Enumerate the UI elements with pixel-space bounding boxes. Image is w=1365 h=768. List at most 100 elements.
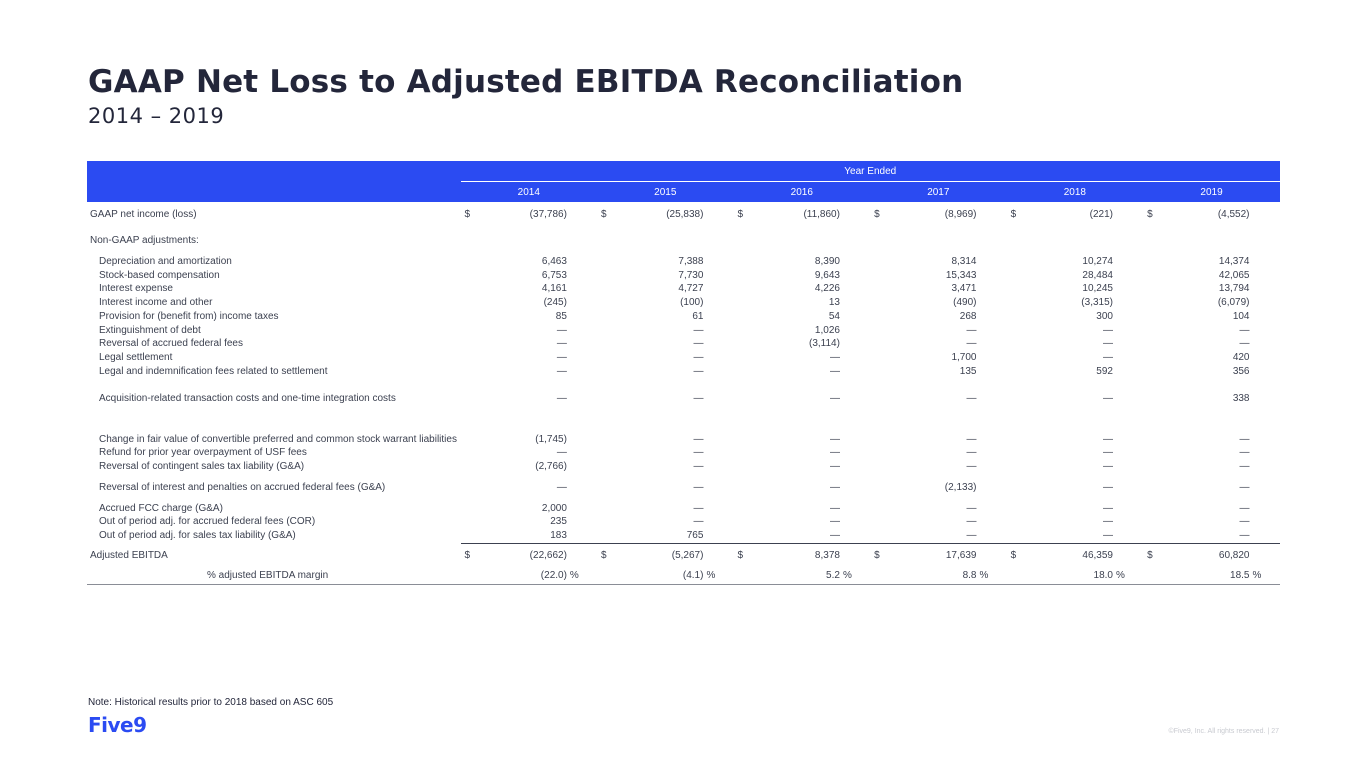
- table-cell: —: [1239, 324, 1250, 336]
- table-cell: 356: [1232, 365, 1250, 377]
- table-cell: —: [1102, 530, 1113, 542]
- table-cell: —: [829, 461, 840, 473]
- table-cell: 18.0: [1028, 567, 1113, 585]
- dollar-sign: $: [601, 209, 607, 220]
- dollar-sign: $: [1143, 542, 1166, 568]
- table-cell: —: [693, 393, 704, 405]
- table-cell: —: [556, 481, 567, 493]
- table-cell: 765: [686, 530, 704, 542]
- table-cell: 85: [555, 310, 567, 322]
- table-cell: —: [693, 516, 704, 528]
- table-cell: (4,552): [1217, 209, 1250, 220]
- table-cell: (37,786): [529, 209, 567, 220]
- table-row: Reversal of accrued federal fees — — (3,…: [87, 337, 1280, 351]
- row-label: Reversal of interest and penalties on ac…: [99, 481, 386, 493]
- dollar-sign: $: [1010, 209, 1017, 220]
- table-cell: —: [693, 324, 704, 336]
- table-cell: 8,314: [951, 256, 977, 267]
- year-header: 2017: [870, 181, 1007, 202]
- table-cell: 9,643: [814, 269, 840, 281]
- row-label: Legal and indemnification fees related t…: [99, 365, 328, 377]
- table-cell: 104: [1232, 310, 1250, 322]
- table-cell: (5,267): [619, 542, 704, 568]
- table-cell: —: [693, 365, 704, 377]
- table-cell: 592: [1096, 365, 1113, 377]
- table-cell: —: [693, 433, 704, 445]
- dollar-sign: $: [460, 542, 483, 568]
- table-cell: —: [966, 502, 977, 514]
- table-cell: —: [693, 351, 704, 363]
- table-cell: —: [1239, 516, 1250, 528]
- table-body: GAAP net income (loss) $ (37,786) $ (25,…: [87, 202, 1280, 585]
- table-cell: 338: [1232, 393, 1250, 405]
- five9-logo: Five9: [88, 713, 147, 737]
- table-cell: 420: [1232, 351, 1250, 363]
- row-label: Depreciation and amortization: [99, 256, 232, 267]
- table-cell: (25,838): [666, 209, 704, 220]
- row-label: Out of period adj. for accrued federal f…: [99, 516, 316, 528]
- table-cell: —: [966, 433, 977, 445]
- table-cell: (245): [543, 297, 567, 309]
- table-row: Accrued FCC charge (G&A) 2,000 — — — — —: [87, 502, 1280, 516]
- table-row: Acquisition-related transaction costs an…: [87, 378, 1280, 420]
- table-cell: —: [829, 351, 840, 363]
- table-row: Reversal of interest and penalties on ac…: [87, 474, 1280, 502]
- table-cell: —: [966, 393, 977, 405]
- dollar-sign: $: [1147, 209, 1153, 220]
- reconciliation-table-container: Year Ended 2014 2015 2016 2017 2018 2019…: [87, 161, 1280, 585]
- header-blank-cell: [87, 161, 461, 182]
- reconciliation-table: Year Ended 2014 2015 2016 2017 2018 2019…: [87, 161, 1280, 585]
- table-row: Reversal of contingent sales tax liabili…: [87, 460, 1280, 474]
- table-cell: (4.1): [619, 567, 704, 585]
- table-row: Stock-based compensation 6,753 7,730 9,6…: [87, 269, 1280, 283]
- table-cell: 183: [550, 530, 567, 542]
- table-cell: —: [1239, 530, 1250, 542]
- table-cell: 10,274: [1082, 256, 1113, 267]
- table-cell: 4,727: [678, 283, 704, 295]
- dollar-sign: $: [733, 542, 756, 568]
- row-label: Acquisition-related transaction costs an…: [99, 393, 396, 405]
- table-cell: 4,161: [541, 283, 567, 295]
- table-row: Out of period adj. for accrued federal f…: [87, 515, 1280, 529]
- header-blank-cell: [87, 181, 461, 202]
- table-cell: (2,133): [944, 481, 977, 493]
- table-cell: 7,730: [678, 269, 704, 281]
- table-cell: —: [556, 447, 567, 459]
- table-cell: (100): [680, 297, 704, 309]
- table-row: Depreciation and amortization 6,463 7,38…: [87, 255, 1280, 269]
- table-cell: (8,969): [944, 209, 977, 220]
- dollar-sign: $: [737, 209, 744, 220]
- year-ended-header: Year Ended: [460, 161, 1280, 182]
- percent-sign: %: [703, 567, 734, 585]
- dollar-sign: $: [874, 209, 880, 220]
- table-cell: 42,065: [1218, 269, 1250, 281]
- dollar-sign: $: [1006, 542, 1029, 568]
- table-cell: 28,484: [1082, 269, 1113, 281]
- percent-sign: %: [976, 567, 1007, 585]
- percent-sign: %: [1112, 567, 1144, 585]
- dollar-sign: $: [870, 542, 893, 568]
- table-cell: —: [1239, 338, 1250, 350]
- table-cell: (6,079): [1217, 297, 1250, 309]
- table-cell: —: [693, 461, 704, 473]
- table-cell: —: [829, 447, 840, 459]
- table-cell: —: [829, 502, 840, 514]
- row-label: Extinguishment of debt: [99, 324, 201, 336]
- table-cell: —: [1102, 461, 1113, 473]
- row-label: Provision for (benefit from) income taxe…: [99, 310, 279, 322]
- table-cell: 300: [1096, 310, 1113, 322]
- year-header: 2018: [1006, 181, 1144, 202]
- table-row: Provision for (benefit from) income taxe…: [87, 310, 1280, 324]
- table-cell: —: [966, 338, 977, 350]
- page-subtitle: 2014 – 2019: [88, 104, 225, 128]
- row-label: Interest income and other: [99, 297, 213, 309]
- table-cell: 15,343: [945, 269, 977, 281]
- table-cell: —: [1239, 481, 1250, 493]
- table-row: Legal and indemnification fees related t…: [87, 365, 1280, 379]
- table-cell: 2,000: [541, 502, 567, 514]
- table-cell: —: [556, 324, 567, 336]
- net-income-row: GAAP net income (loss) $ (37,786) $ (25,…: [87, 202, 1280, 227]
- table-cell: —: [966, 447, 977, 459]
- table-cell: 1,026: [814, 324, 840, 336]
- table-cell: (22.0): [482, 567, 567, 585]
